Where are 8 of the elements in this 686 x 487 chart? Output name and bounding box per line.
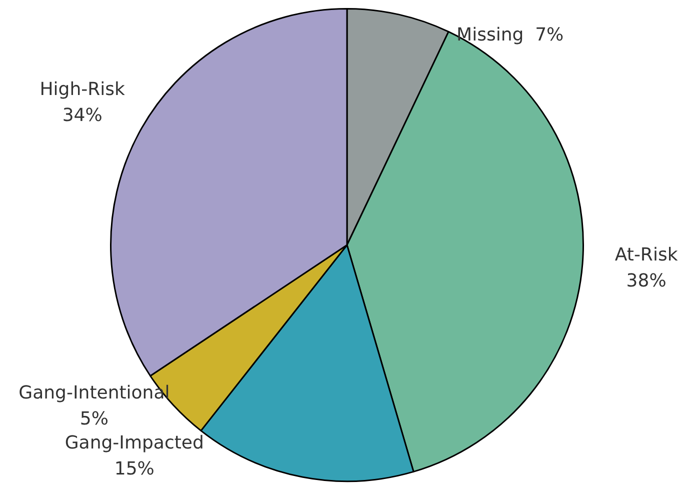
slice-label: High-Risk <box>40 78 126 100</box>
data-label: 34% <box>62 104 102 126</box>
data-label: 15% <box>114 458 154 480</box>
slice-label: Gang-Impacted <box>64 432 204 454</box>
slice-label: Missing 7% <box>456 24 564 46</box>
data-label: 5% <box>80 408 108 430</box>
data-label: 38% <box>626 270 666 292</box>
slice-label: At-Risk <box>614 244 678 266</box>
